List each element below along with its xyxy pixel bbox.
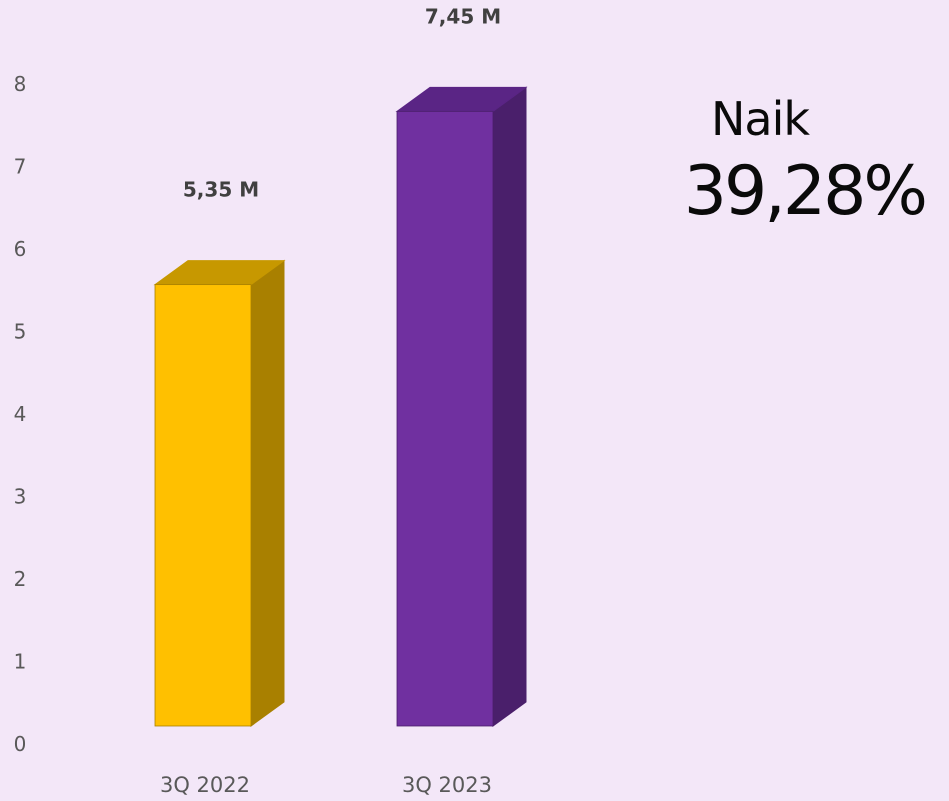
y-tick-label: 3	[14, 485, 27, 509]
y-tick-label: 0	[14, 732, 27, 756]
x-category-label: 3Q 2023	[402, 773, 492, 797]
y-axis: 0 1 2 3 4 5 6 7 8	[14, 72, 27, 756]
x-category-label: 3Q 2022	[160, 773, 250, 797]
bar-front-face	[396, 110, 494, 727]
bars	[153, 86, 528, 727]
y-tick-label: 6	[14, 237, 27, 261]
change-label: Naik	[710, 92, 810, 146]
bar-2	[395, 86, 528, 727]
y-tick-label: 4	[14, 402, 27, 426]
bar-data-label: 7,45 M	[425, 4, 501, 28]
bar-side-face	[250, 259, 285, 727]
bar-data-label: 5,35 M	[183, 178, 259, 202]
y-tick-label: 7	[14, 155, 27, 179]
y-tick-label: 8	[14, 72, 27, 96]
bar-front-face	[154, 284, 252, 727]
change-percentage: 39,28%	[683, 152, 928, 231]
data-labels: 5,35 M 7,45 M	[183, 4, 501, 201]
y-tick-label: 2	[14, 567, 27, 591]
y-tick-label: 5	[14, 320, 27, 344]
bar-1	[153, 259, 286, 727]
x-axis: 3Q 2022 3Q 2023	[160, 773, 492, 797]
y-tick-label: 1	[14, 650, 27, 674]
bar-side-face	[492, 86, 527, 727]
